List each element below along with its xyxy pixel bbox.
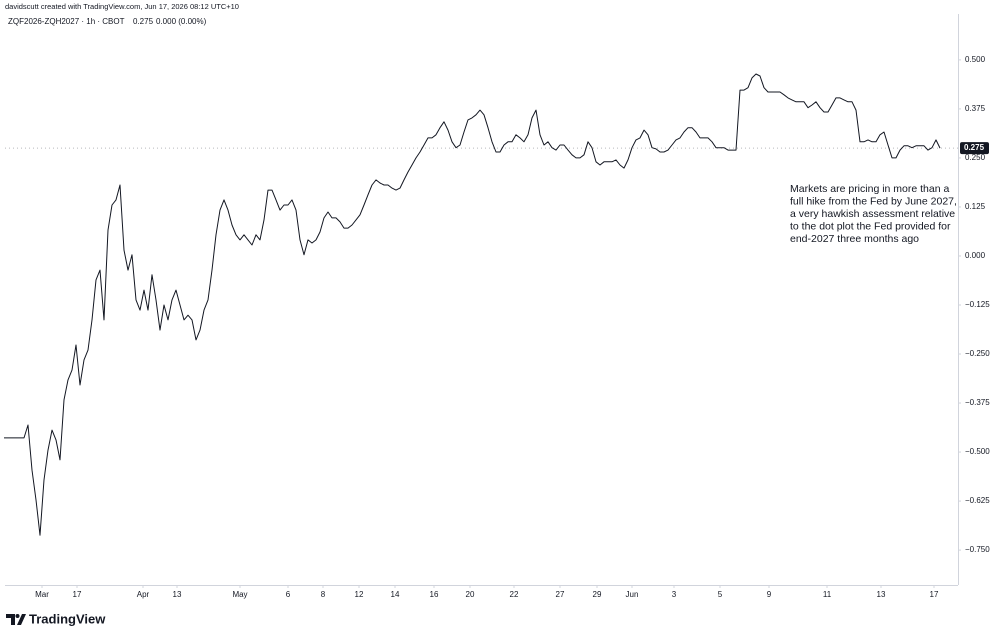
annotation: Markets are pricing in more than a <box>790 183 949 195</box>
y-tick-label: 0.125 <box>965 202 986 211</box>
brand-logo <box>6 614 26 625</box>
x-tick-label: 22 <box>510 590 519 599</box>
annotation: full hike from the Fed by June 2027, <box>790 195 957 207</box>
y-tick-label: 0.375 <box>965 104 986 113</box>
x-tick-label: 20 <box>466 590 475 599</box>
price-line <box>4 73 941 536</box>
y-tick-label: −0.750 <box>965 545 990 554</box>
annotation: a very hawkish assessment relative <box>790 208 955 220</box>
y-tick-label: 0.500 <box>965 55 986 64</box>
y-tick-label: −0.625 <box>965 496 990 505</box>
annotation: to the dot plot the Fed provided for <box>790 220 951 232</box>
x-tick-label: 8 <box>321 590 326 599</box>
x-tick-label: 16 <box>430 590 439 599</box>
x-tick-label: 9 <box>767 590 772 599</box>
brand: TradingView <box>29 611 106 626</box>
last-price-badge <box>960 142 989 155</box>
x-tick-label: 5 <box>718 590 723 599</box>
y-tick-label: 0.000 <box>965 251 986 260</box>
y-tick-label: −0.375 <box>965 398 990 407</box>
annotation: end-2027 three months ago <box>790 233 919 245</box>
x-tick-label: 27 <box>556 590 565 599</box>
x-tick-label: May <box>232 590 247 599</box>
last-price-label: 0.275 <box>964 143 985 152</box>
x-tick-label: 29 <box>593 590 602 599</box>
x-tick-label: 12 <box>355 590 364 599</box>
y-tick-label: −0.250 <box>965 349 990 358</box>
x-tick-label: 17 <box>73 590 82 599</box>
x-tick-label: Mar <box>35 590 49 599</box>
y-tick-label: 0.250 <box>965 153 986 162</box>
credit: davidscutt created with TradingView.com,… <box>5 2 239 11</box>
y-tick-label: −0.500 <box>965 447 990 456</box>
x-tick-label: 17 <box>930 590 939 599</box>
last-price: 0.275 <box>133 17 154 26</box>
change: 0.000 (0.00%) <box>156 17 207 26</box>
x-tick-label: 11 <box>823 590 832 599</box>
symbol: ZQF2026-ZQH2027 · 1h · CBOT <box>8 17 125 26</box>
x-tick-label: Jun <box>626 590 639 599</box>
x-tick-label: 3 <box>672 590 677 599</box>
x-tick-label: 6 <box>286 590 291 599</box>
x-tick-label: 14 <box>391 590 400 599</box>
x-tick-label: Apr <box>137 590 150 599</box>
x-tick-label: 13 <box>173 590 182 599</box>
y-tick-label: −0.125 <box>965 300 990 309</box>
x-tick-label: 13 <box>877 590 886 599</box>
